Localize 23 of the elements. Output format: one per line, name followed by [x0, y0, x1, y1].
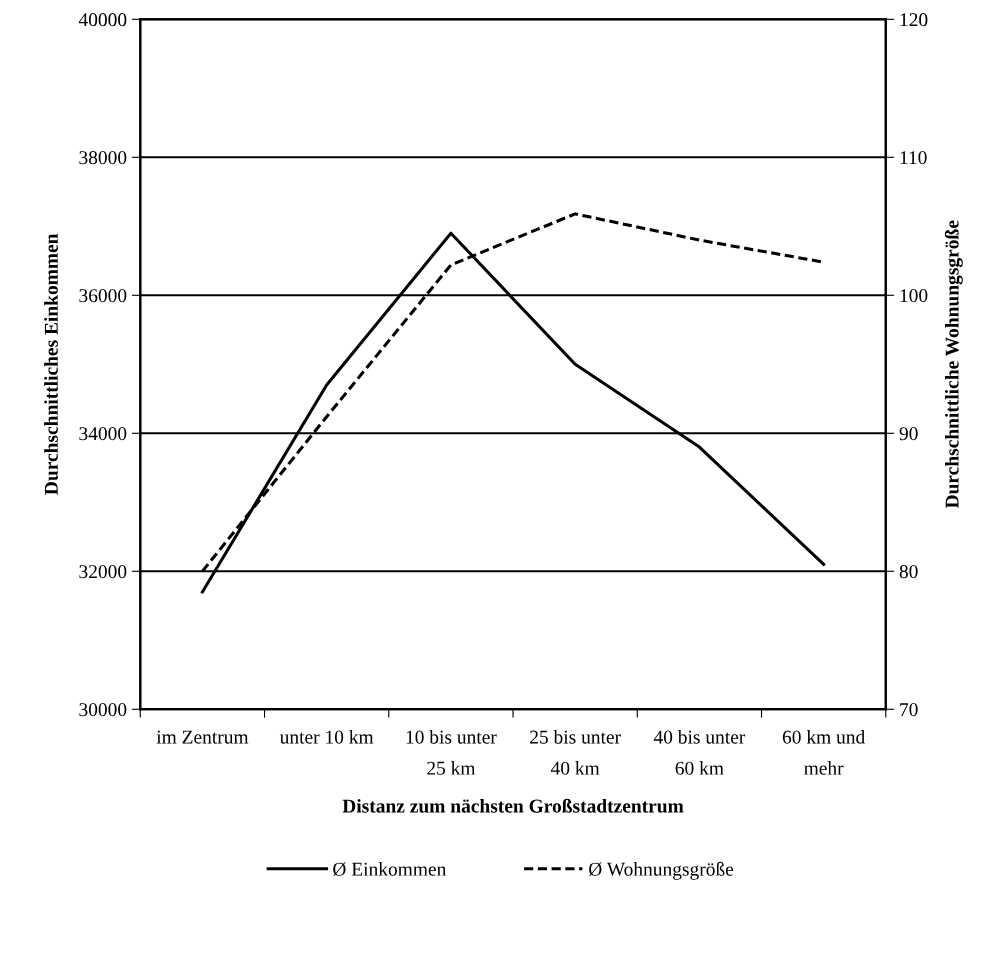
- x-tick-label: 60 km und mehr: [782, 729, 865, 775]
- y-tick-label: 38000: [79, 151, 127, 165]
- x-axis-title: Distanz zum nächsten Großstadtzentrum: [342, 798, 684, 813]
- x-tick-label: im Zentrum: [156, 730, 249, 744]
- y-tick-label: 36000: [79, 289, 127, 303]
- x-tick-label: 25 bis unter 40 km: [530, 729, 621, 775]
- legend-label: Ø Einkommen: [333, 862, 447, 877]
- y-tick-label: 30000: [79, 703, 127, 717]
- y2-tick-label: 120: [900, 13, 928, 27]
- y2-tick-label: 100: [900, 289, 928, 303]
- x-tick-label: unter 10 km: [279, 729, 374, 744]
- legend-label: Ø Wohnungsgröße: [589, 861, 734, 880]
- y2-tick-label: 110: [900, 151, 927, 165]
- y2-axis-title: Durchschnittliche Wohnungsgröße: [944, 220, 963, 509]
- y-tick-label: 32000: [79, 565, 127, 579]
- y-axis-title: Durchschnittliches Einkommen: [44, 233, 58, 495]
- x-tick-label: 40 bis unter 60 km: [653, 729, 746, 775]
- y-tick-label: 40000: [78, 13, 127, 27]
- y2-tick-label: 90: [899, 427, 918, 441]
- y-tick-label: 34000: [79, 427, 127, 441]
- y2-tick-label: 70: [900, 703, 918, 717]
- y2-tick-label: 80: [899, 565, 918, 579]
- x-tick-label: 10 bis unter 25 km: [406, 729, 497, 775]
